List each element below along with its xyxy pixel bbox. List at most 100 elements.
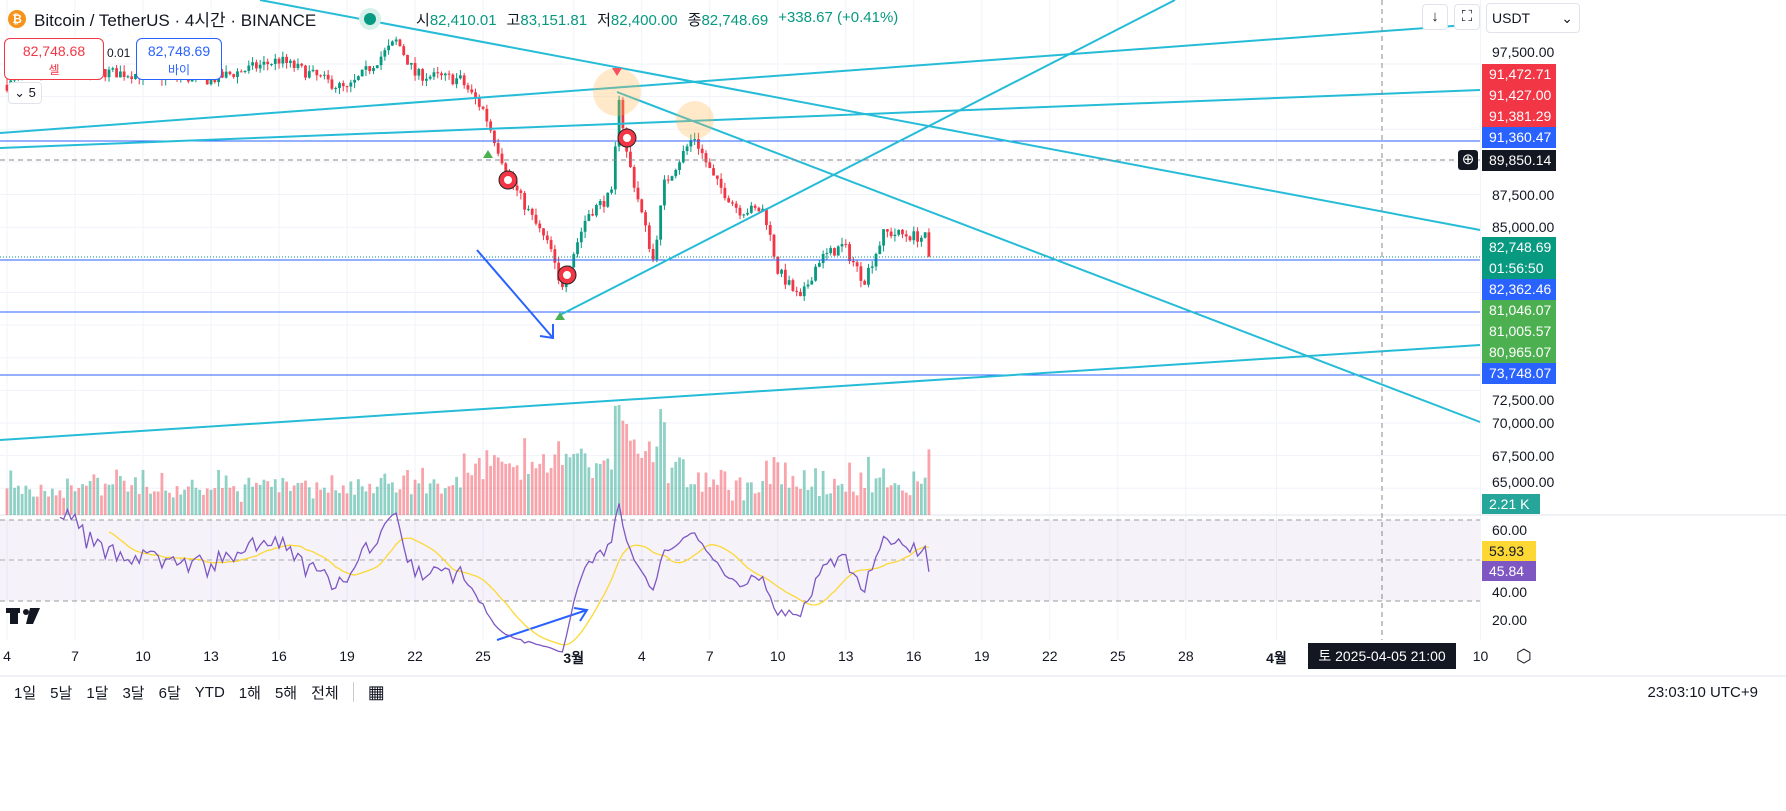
rsi-ma-line: [108, 531, 930, 646]
time-tick[interactable]: 10: [769, 648, 786, 664]
volume-bar: [402, 475, 406, 515]
range-1m[interactable]: 1달: [86, 684, 109, 702]
candle-body: [647, 225, 651, 249]
time-tick[interactable]: 4: [3, 648, 11, 664]
time-tick[interactable]: 19: [974, 648, 990, 664]
volume-bar: [840, 483, 844, 515]
symbol-title[interactable]: Bitcoin / TetherUS · 4시간 · BINANCE: [34, 11, 317, 30]
rsi-divergence-arrow[interactable]: [496, 607, 589, 641]
time-tick[interactable]: 4: [637, 648, 646, 664]
trend-line[interactable]: [559, 0, 1176, 316]
candle-body: [307, 71, 311, 78]
time-tick[interactable]: 28: [1178, 648, 1194, 664]
volume-bar: [338, 492, 341, 515]
add-alert-plus-icon[interactable]: ⊕: [1458, 150, 1478, 170]
candle-body: [315, 69, 319, 76]
time-tick[interactable]: 4월: [1266, 650, 1287, 666]
time-tick[interactable]: 25: [475, 648, 491, 664]
time-tick[interactable]: 16: [271, 648, 287, 664]
settings-icon[interactable]: ⬡: [1516, 646, 1532, 666]
volume-bar: [239, 501, 243, 515]
time-tick[interactable]: 10: [1472, 648, 1489, 664]
fullscreen-button[interactable]: ⛶: [1454, 4, 1480, 30]
trend-line[interactable]: [0, 23, 1481, 134]
calendar-range-icon[interactable]: ▦: [367, 681, 385, 702]
time-tick[interactable]: 7: [71, 648, 79, 664]
volume-bar: [621, 420, 625, 515]
clock[interactable]: 23:03:10 UTC+9: [1647, 684, 1759, 701]
candle-body: [700, 148, 704, 154]
candle-body: [409, 63, 413, 65]
volume-bar: [81, 484, 84, 515]
highlight-circle[interactable]: [676, 101, 714, 139]
time-tick[interactable]: 3월: [563, 650, 585, 666]
volume-bar: [300, 482, 304, 515]
volume-bar: [889, 485, 893, 515]
volume-bar: [647, 441, 651, 515]
trend-line[interactable]: [0, 344, 1481, 441]
time-tick[interactable]: 22: [1042, 648, 1058, 664]
sell-button[interactable]: 82,748.68 셀: [4, 38, 104, 80]
candle-body: [470, 89, 474, 93]
volume-bar: [171, 497, 175, 515]
time-tick[interactable]: 13: [837, 648, 854, 664]
volume-bar: [610, 469, 613, 515]
range-1d[interactable]: 1일: [14, 684, 37, 702]
volume-bar: [746, 482, 749, 515]
volume-bar: [304, 480, 307, 515]
candle-body: [908, 236, 912, 241]
down-arrow[interactable]: [476, 249, 554, 340]
candle-body: [859, 266, 863, 281]
volume-bar: [254, 482, 258, 515]
volume-bar: [47, 496, 50, 515]
volume-bar: [674, 461, 678, 515]
volume-bar: [568, 457, 572, 515]
time-tick[interactable]: 19: [339, 648, 355, 664]
time-tick[interactable]: 25: [1110, 648, 1126, 664]
volume-bar: [292, 485, 296, 515]
volume-bar: [202, 494, 205, 515]
highlight-circle[interactable]: [593, 68, 641, 116]
volume-bar: [349, 481, 353, 515]
volume-bar: [530, 461, 534, 515]
candle-body: [923, 232, 927, 238]
time-tick[interactable]: 7: [705, 648, 714, 664]
time-tick[interactable]: 22: [407, 648, 423, 664]
range-1y[interactable]: 1해: [238, 684, 261, 702]
trend-line[interactable]: [259, 0, 1481, 231]
price-label: 72,500.00: [1492, 392, 1555, 408]
range-5d[interactable]: 5날: [50, 684, 73, 702]
time-tick[interactable]: 13: [203, 648, 219, 664]
scroll-to-latest-button[interactable]: ↓: [1422, 4, 1448, 30]
candle-body: [394, 39, 398, 42]
volume-bar: [644, 451, 647, 515]
range-6m[interactable]: 6달: [158, 684, 181, 702]
trend-line[interactable]: [0, 89, 1481, 149]
candle-body: [254, 62, 258, 69]
time-tick[interactable]: 10: [135, 648, 151, 664]
range-all[interactable]: 전체: [311, 684, 339, 702]
range-ytd[interactable]: YTD: [194, 683, 225, 701]
volume-bar: [111, 484, 115, 515]
candle-body: [621, 99, 625, 129]
range-3m[interactable]: 3달: [122, 684, 145, 702]
volume-bar: [130, 485, 134, 515]
ohlc-values: 시82,410.01 고83,151.81 저82,400.00 종82,748…: [416, 9, 899, 29]
volume-bar: [927, 449, 931, 515]
symbol-header[interactable]: ₿ Bitcoin / TetherUS · 4시간 · BINANCE: [8, 6, 377, 31]
indicators-collapse-button[interactable]: ⌄ 5: [8, 82, 42, 104]
candle-body: [383, 50, 387, 57]
trend-line[interactable]: [616, 91, 1481, 423]
range-5y[interactable]: 5해: [274, 684, 298, 702]
currency-select[interactable]: USDT ⌄: [1486, 3, 1580, 33]
volume-bar: [882, 468, 885, 515]
volume-bar: [39, 484, 43, 515]
buy-button[interactable]: 82,748.69 바이: [136, 38, 222, 80]
volume-bar: [35, 496, 39, 515]
candle-body: [300, 63, 304, 66]
candle-body: [670, 176, 674, 181]
volume-bar: [168, 492, 171, 515]
volume-bar: [542, 454, 545, 515]
time-tick[interactable]: 16: [906, 648, 922, 664]
